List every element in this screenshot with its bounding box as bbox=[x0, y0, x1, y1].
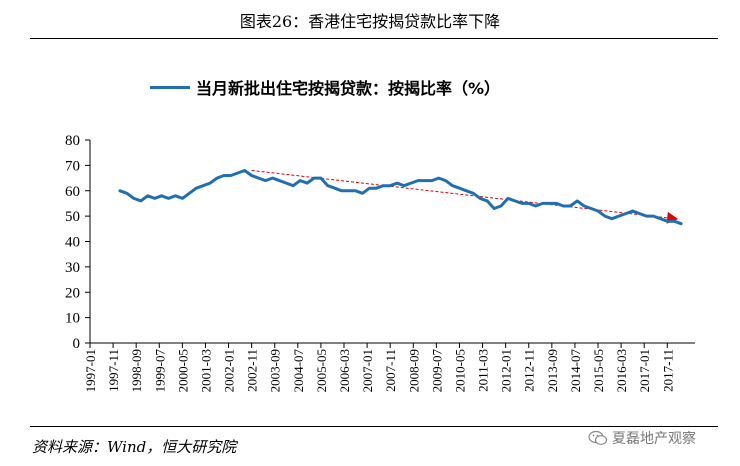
x-tick-label: 2007-11 bbox=[383, 349, 398, 392]
x-tick-label: 2006-03 bbox=[337, 349, 352, 392]
wechat-icon bbox=[588, 430, 608, 445]
x-tick-label: 2007-01 bbox=[360, 349, 375, 392]
legend-label: 当月新批出住宅按揭贷款：按揭比率（%） bbox=[196, 79, 501, 98]
x-axis: 1997-01 1997-11 1998-09 1999-07 2000-05 2001-… bbox=[83, 342, 695, 393]
x-tick-label: 2016-03 bbox=[614, 349, 629, 392]
watermark: 夏磊地产观察 bbox=[588, 428, 696, 448]
x-tick-label: 2014-07 bbox=[568, 349, 583, 393]
legend-swatch bbox=[150, 85, 190, 89]
y-tick-label: 40 bbox=[65, 235, 80, 251]
legend: 当月新批出住宅按揭贷款：按揭比率（%） bbox=[150, 76, 500, 98]
x-tick-label: 2017-01 bbox=[637, 349, 652, 392]
y-tick-label: 20 bbox=[65, 285, 80, 301]
x-tick-label: 2001-03 bbox=[198, 349, 213, 392]
x-tick-label: 1998-09 bbox=[129, 349, 144, 392]
y-axis: 0 10 20 30 40 50 60 70 80 bbox=[65, 133, 91, 352]
y-tick-label: 80 bbox=[65, 133, 80, 149]
y-tick-label: 30 bbox=[65, 260, 80, 276]
x-tick-label: 2008-09 bbox=[406, 349, 421, 392]
y-tick-label: 50 bbox=[65, 209, 80, 225]
x-tick-label: 1999-07 bbox=[152, 349, 167, 393]
y-tick-label: 70 bbox=[65, 158, 80, 174]
x-tick-label: 2011-03 bbox=[476, 349, 491, 392]
x-tick-label: 2002-01 bbox=[222, 349, 237, 392]
x-tick-label: 2012-11 bbox=[522, 349, 537, 392]
x-tick-label: 1997-11 bbox=[106, 349, 121, 392]
x-tick-label: 2015-05 bbox=[591, 349, 606, 392]
x-tick-label: 2012-01 bbox=[499, 349, 514, 392]
x-tick-label: 2004-07 bbox=[291, 349, 306, 393]
x-tick-label: 2002-11 bbox=[245, 349, 260, 392]
watermark-text: 夏磊地产观察 bbox=[612, 431, 696, 447]
y-tick-label: 0 bbox=[73, 336, 81, 352]
x-tick-label: 2017-11 bbox=[660, 349, 675, 392]
series-line bbox=[118, 169, 683, 226]
y-tick-label: 60 bbox=[65, 184, 80, 200]
x-tick-label: 1997-01 bbox=[83, 349, 98, 392]
figure-title: 图表26：香港住宅按揭贷款比率下降 bbox=[239, 12, 501, 31]
title-divider bbox=[30, 38, 718, 39]
x-tick-label: 2013-09 bbox=[545, 349, 560, 392]
x-tick-label: 2000-05 bbox=[175, 349, 190, 392]
x-tick-label: 2005-05 bbox=[314, 349, 329, 392]
series-group bbox=[118, 169, 683, 226]
x-tick-label: 2010-05 bbox=[452, 349, 467, 392]
source-note: 资料来源：Wind，恒大研究院 bbox=[32, 438, 237, 456]
x-tick-label: 2009-07 bbox=[429, 349, 444, 393]
x-tick-label: 2003-09 bbox=[268, 349, 283, 392]
y-tick-label: 10 bbox=[65, 311, 80, 327]
source-divider bbox=[30, 426, 718, 427]
